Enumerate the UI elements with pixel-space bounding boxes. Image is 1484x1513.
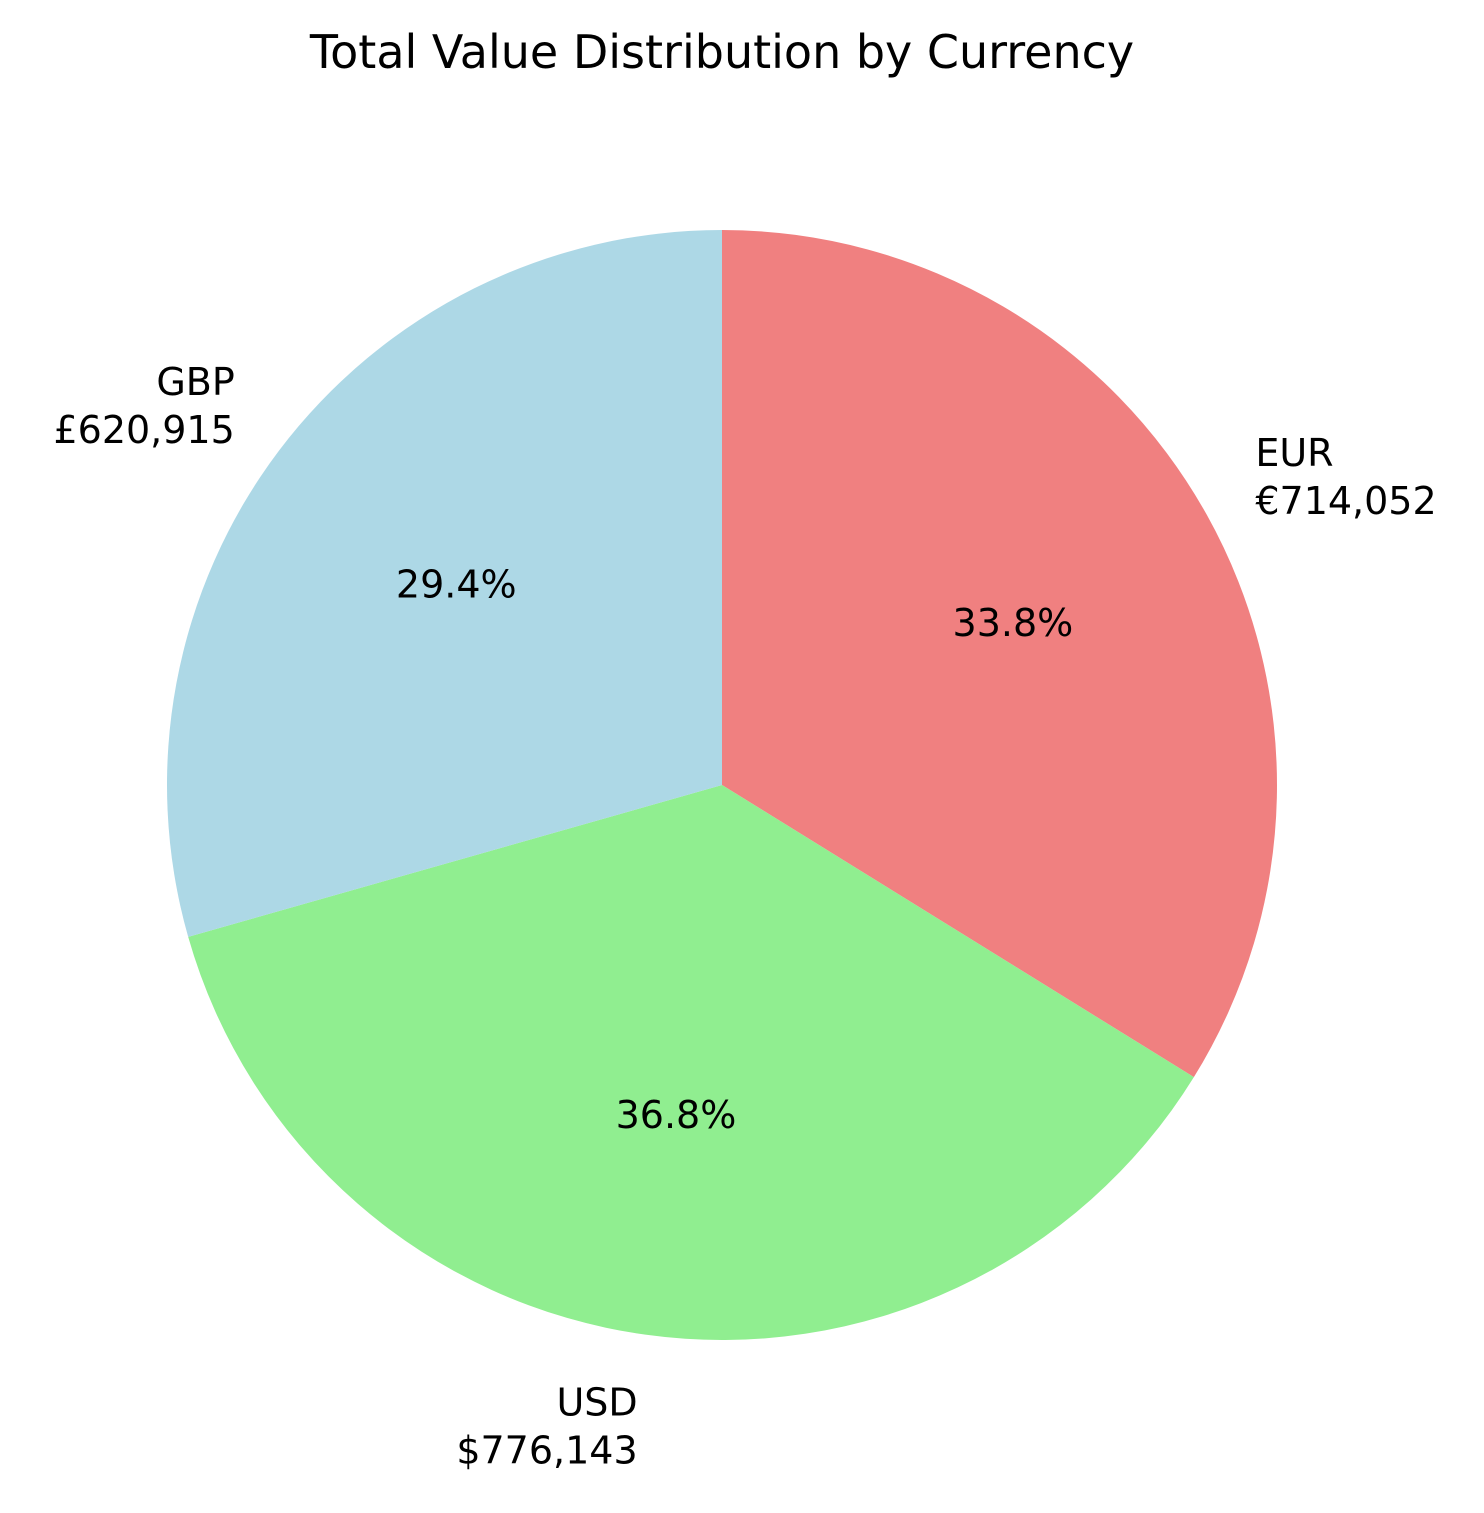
slice-label-name: GBP bbox=[156, 360, 234, 404]
labels-layer: 33.8% EUR €714,052 36.8% USD $776,143 29.4% GBP… bbox=[53, 360, 1436, 1473]
slice-label-usd: USD $776,143 bbox=[456, 1381, 637, 1473]
slice-label-name: EUR bbox=[1255, 431, 1333, 475]
pct-label-usd: 36.8% bbox=[616, 1093, 737, 1137]
slice-label-eur: EUR €714,052 bbox=[1255, 431, 1436, 523]
slice-label-value: £620,915 bbox=[53, 408, 234, 452]
pie-slice-usd bbox=[188, 785, 1194, 1341]
slice-label-value: €714,052 bbox=[1255, 479, 1436, 523]
slice-label-value: $776,143 bbox=[456, 1429, 637, 1473]
chart-title: Total Value Distribution by Currency bbox=[309, 25, 1134, 79]
slices-layer bbox=[167, 230, 1278, 1341]
slice-label-name: USD bbox=[556, 1381, 637, 1425]
pct-label-eur: 33.8% bbox=[953, 601, 1074, 645]
pie-slice-gbp bbox=[167, 230, 722, 937]
pie-slice-eur bbox=[722, 230, 1278, 1078]
slice-label-gbp: GBP £620,915 bbox=[53, 360, 234, 452]
pct-label-gbp: 29.4% bbox=[396, 562, 517, 606]
